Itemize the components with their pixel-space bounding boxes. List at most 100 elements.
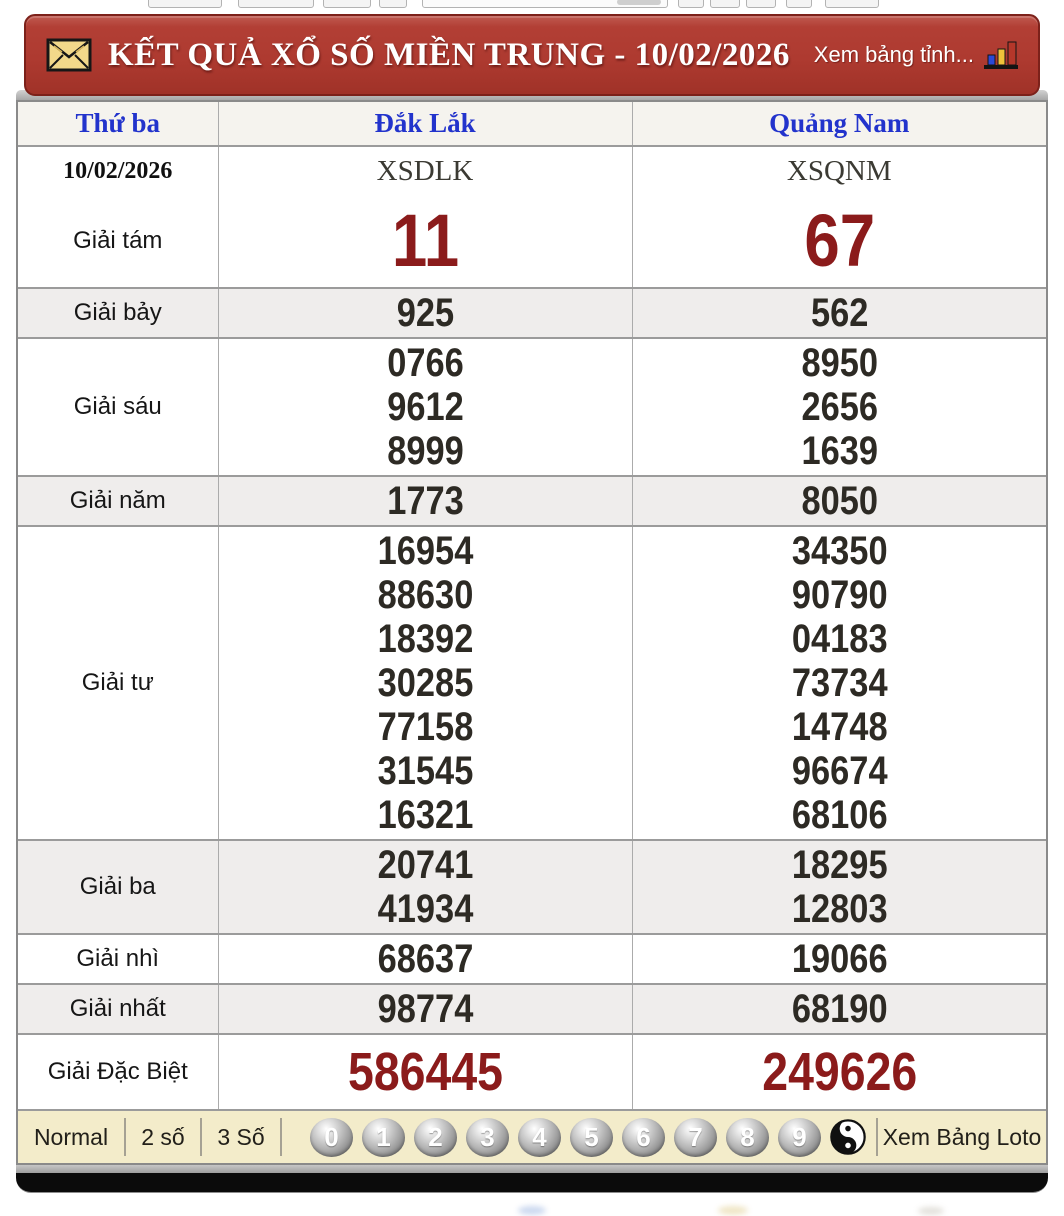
prize-number: 88630 [377, 573, 473, 617]
prize-number: 18295 [791, 843, 888, 887]
draw-date: 10/02/2026 [18, 145, 218, 195]
prize-number: 41934 [377, 887, 473, 931]
prize-number: 9612 [386, 385, 464, 429]
column-header-quangnam[interactable]: Quảng Nam [631, 102, 1046, 146]
prize-numbers-quangnam: 249626 [631, 1033, 1046, 1109]
digit-button-7[interactable]: 7 [674, 1117, 717, 1157]
prize-label: Giải nhất [18, 983, 218, 1034]
prize-label: Giải ba [18, 839, 218, 934]
prize-row: Giải nhất 98774 68190 [18, 983, 1046, 1034]
digit-button-1[interactable]: 1 [362, 1117, 405, 1157]
prize-number: 34350 [791, 529, 888, 573]
prize-number: 90790 [791, 573, 888, 617]
province-table-link[interactable]: Xem bảng tỉnh... [813, 42, 974, 67]
prize-numbers-daklak: 0766 9612 8999 [217, 337, 632, 476]
top-select[interactable] [422, 0, 668, 8]
prize-number: 14748 [791, 705, 888, 749]
digit-button-4[interactable]: 4 [518, 1117, 561, 1157]
prize-label: Giải tư [18, 525, 218, 840]
prize-number: 98774 [377, 987, 473, 1031]
prize-label: Giải tám [18, 195, 218, 288]
digit-button-9[interactable]: 9 [778, 1117, 821, 1157]
top-button[interactable] [678, 0, 704, 8]
digit-button-6[interactable]: 6 [622, 1117, 665, 1157]
date-row: 10/02/2026 XSDLK XSQNM [18, 145, 1046, 195]
prize-numbers-daklak: 98774 [217, 983, 632, 1034]
prize-number: 04183 [791, 617, 888, 661]
prize-number: 96674 [791, 749, 888, 793]
prize-number: 16954 [377, 529, 473, 573]
prize-number: 68190 [791, 987, 888, 1031]
prize-number: 68637 [377, 937, 473, 981]
prize-numbers-daklak: 1773 [217, 475, 632, 526]
top-button[interactable] [825, 0, 879, 8]
prize-number: 12803 [791, 887, 888, 931]
top-button[interactable] [786, 0, 812, 8]
top-button[interactable] [746, 0, 776, 8]
digit-button-5[interactable]: 5 [570, 1117, 613, 1157]
bar-chart-icon[interactable] [984, 40, 1018, 70]
prize-row: Giải tám 11 67 [18, 195, 1046, 288]
prize-number: 16321 [377, 793, 473, 837]
frame-bottom-bar [16, 1173, 1048, 1193]
table-header-row: Thứ ba Đắk Lắk Quảng Nam [18, 102, 1046, 146]
station-code-daklak: XSDLK [217, 145, 632, 195]
top-form-controls [0, 0, 1064, 9]
prize-label: Giải sáu [18, 337, 218, 476]
toolbar-divider [200, 1118, 202, 1156]
top-button[interactable] [379, 0, 407, 8]
prize-row: Giải sáu 0766 9612 8999 8950 2656 1639 [18, 337, 1046, 476]
prize-label: Giải bảy [18, 287, 218, 338]
prize-number: 0766 [386, 341, 464, 385]
results-table: Thứ ba Đắk Lắk Quảng Nam 10/02/2026 XSDL… [18, 102, 1046, 1109]
prize-number: 1639 [800, 429, 878, 473]
prize-number: 8950 [800, 341, 878, 385]
digit-button-8[interactable]: 8 [726, 1117, 769, 1157]
page-title: KẾT QUẢ XỔ SỐ MIỀN TRUNG - 10/02/2026 [108, 36, 790, 73]
digit-button-3[interactable]: 3 [466, 1117, 509, 1157]
prize-numbers-quangnam: 8050 [631, 475, 1046, 526]
prize-number: 11 [391, 199, 459, 282]
prize-number: 68106 [791, 793, 888, 837]
cutoff-artifact [918, 1207, 944, 1215]
column-header-day[interactable]: Thứ ba [18, 102, 218, 146]
column-header-daklak[interactable]: Đắk Lắk [217, 102, 632, 146]
mode-3-digits[interactable]: 3 Số [217, 1123, 265, 1150]
prize-number: 30285 [377, 661, 473, 705]
prize-numbers-quangnam: 562 [631, 287, 1046, 338]
select-scroll-thumb[interactable] [617, 0, 661, 5]
cutoff-artifact [518, 1206, 546, 1215]
prize-numbers-daklak: 925 [217, 287, 632, 338]
top-button[interactable] [323, 0, 371, 8]
prize-number: 562 [810, 291, 868, 335]
frame-bottom-strip [16, 1165, 1048, 1173]
prize-row: Giải bảy 925 562 [18, 287, 1046, 338]
prize-row: Giải Đặc Biệt 586445 249626 [18, 1033, 1046, 1109]
digit-button-2[interactable]: 2 [414, 1117, 457, 1157]
prize-number: 249626 [761, 1042, 917, 1102]
toolbar-divider [124, 1118, 126, 1156]
prize-numbers-daklak: 16954 88630 18392 30285 77158 31545 16321 [217, 525, 632, 840]
top-button[interactable] [710, 0, 740, 8]
toolbar-divider [876, 1118, 878, 1156]
prize-number: 1773 [386, 479, 464, 523]
loto-table-link[interactable]: Xem Bảng Loto [882, 1123, 1042, 1150]
prize-numbers-quangnam: 19066 [631, 933, 1046, 984]
prize-label: Giải nhì [18, 933, 218, 984]
top-button[interactable] [238, 0, 314, 8]
mode-normal[interactable]: Normal [33, 1123, 109, 1150]
prize-label: Giải Đặc Biệt [18, 1033, 218, 1109]
yin-yang-icon[interactable] [830, 1119, 866, 1155]
prize-numbers-quangnam: 34350 90790 04183 73734 14748 96674 68106 [631, 525, 1046, 840]
prize-numbers-quangnam: 68190 [631, 983, 1046, 1034]
prize-number: 19066 [791, 937, 888, 981]
prize-numbers-daklak: 68637 [217, 933, 632, 984]
digit-button-0[interactable]: 0 [310, 1117, 353, 1157]
prize-number: 20741 [377, 843, 473, 887]
prize-number: 586445 [347, 1042, 503, 1102]
prize-row: Giải nhì 68637 19066 [18, 933, 1046, 984]
mode-2-digits[interactable]: 2 số [141, 1123, 185, 1150]
top-button[interactable] [148, 0, 222, 8]
